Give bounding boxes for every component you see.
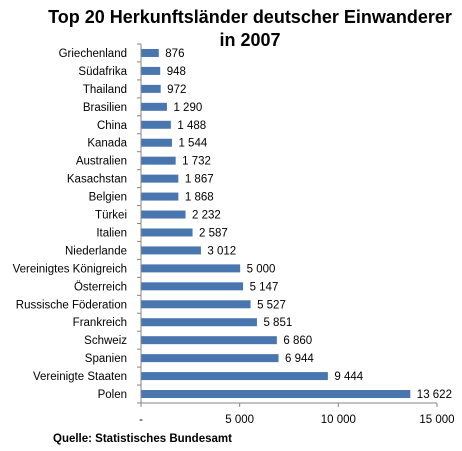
bar-belgien: [141, 192, 179, 201]
bar-vereinigte-staaten: [141, 372, 328, 381]
bar-australien: [141, 156, 176, 165]
value-label: 5 851: [263, 317, 292, 329]
value-label: 3 012: [207, 245, 236, 257]
value-label: 9 444: [334, 371, 363, 383]
bar-thailand: [141, 84, 161, 93]
value-label: 5 147: [250, 281, 279, 293]
bars-layer: Griechenland 876 Südafrika 948 Thailand 972 Br…: [13, 43, 452, 404]
category-label: Vereinigtes Königreich: [13, 263, 127, 275]
value-label: 5 527: [257, 299, 286, 311]
category-label: Thailand: [83, 84, 127, 96]
bar-s-dafrika: [141, 66, 161, 75]
x-tick-label: 15 000: [419, 414, 454, 426]
value-label: 6 944: [285, 353, 314, 365]
bar-frankreich: [141, 318, 257, 327]
category-label: Polen: [98, 389, 127, 401]
category-label: Kasachstan: [67, 174, 127, 186]
value-label: 876: [165, 48, 184, 60]
value-label: 1 488: [177, 120, 206, 132]
category-label: Belgien: [89, 192, 127, 204]
bar-griechenland: [141, 48, 159, 57]
category-label: Niederlande: [65, 245, 127, 257]
chart-title-line-2: in 2007: [219, 30, 280, 50]
value-label: 1 544: [178, 138, 207, 150]
category-label: Vereinigte Staaten: [33, 371, 127, 383]
bar-vereinigtes-k-nigreich: [141, 264, 241, 273]
category-label: Türkei: [95, 210, 127, 222]
bar-china: [141, 120, 171, 129]
category-label: Südafrika: [78, 66, 127, 78]
category-label: Schweiz: [84, 335, 127, 347]
value-label: 5 000: [247, 263, 276, 275]
category-label: Italien: [96, 227, 127, 239]
category-label: Frankreich: [73, 317, 127, 329]
bar-kasachstan: [141, 174, 179, 183]
category-label: Spanien: [85, 353, 127, 365]
x-tick-label: -: [139, 414, 143, 426]
bar-russische-f-deration: [141, 300, 251, 309]
value-label: 1 868: [185, 192, 214, 204]
bar-spanien: [141, 354, 279, 363]
value-label: 1 290: [173, 102, 202, 114]
bar-t-rkei: [141, 210, 186, 219]
bar-brasilien: [141, 102, 167, 111]
bar-kanada: [141, 138, 172, 147]
value-label: 1 732: [182, 156, 211, 168]
category-label: Australien: [76, 156, 127, 168]
ticks-layer: - 5 000 10 000 15 000: [139, 403, 455, 426]
value-label: 948: [167, 66, 186, 78]
category-label: Kanada: [87, 138, 127, 150]
chart-title-line-1: Top 20 Herkunftsländer deutscher Einwand…: [48, 7, 452, 27]
value-label: 2 587: [199, 227, 228, 239]
value-label: 972: [167, 84, 186, 96]
category-label: China: [97, 120, 128, 132]
value-label: 1 867: [185, 174, 214, 186]
category-label: Brasilien: [83, 102, 127, 114]
category-label: Österreich: [74, 281, 127, 293]
value-label: 6 860: [283, 335, 312, 347]
bar--sterreich: [141, 282, 244, 291]
bar-niederlande: [141, 246, 201, 255]
category-label: Griechenland: [59, 48, 127, 60]
source-note: Quelle: Statistisches Bundesamt: [53, 433, 232, 445]
value-label: 13 622: [417, 389, 452, 401]
bar-polen: [141, 390, 411, 399]
category-label: Russische Föderation: [16, 299, 127, 311]
bar-schweiz: [141, 336, 277, 345]
x-tick-label: 10 000: [321, 414, 356, 426]
bar-italien: [141, 228, 193, 237]
x-tick-label: 5 000: [225, 414, 254, 426]
value-label: 2 232: [192, 210, 221, 222]
